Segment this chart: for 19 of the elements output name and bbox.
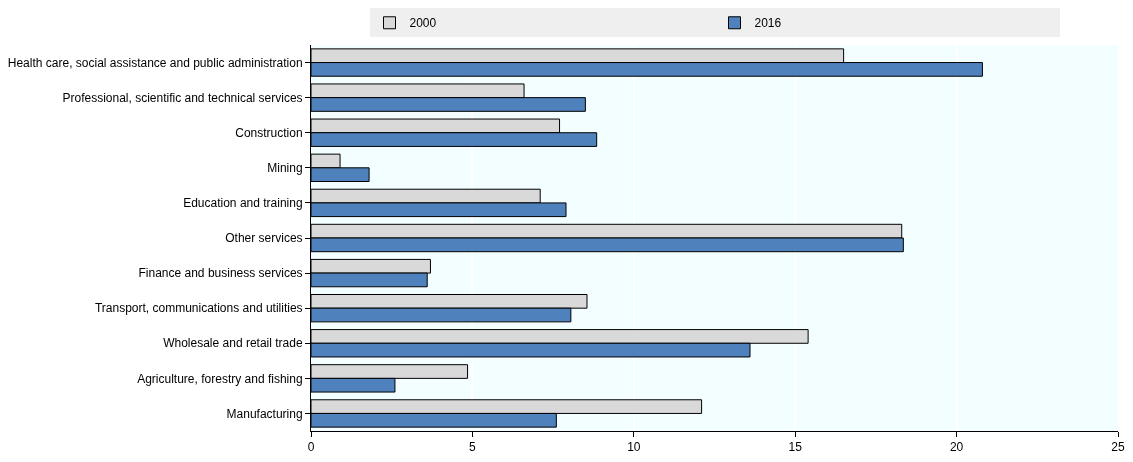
x-tick-label: 25 xyxy=(1111,440,1125,455)
y-tick-label: Transport, communications and utilities xyxy=(94,301,303,316)
y-tick-label: Manufacturing xyxy=(226,406,303,421)
legend-label: 2016 xyxy=(754,16,782,31)
y-tick-label: Wholesale and retail trade xyxy=(163,336,303,351)
x-tick-label: 10 xyxy=(627,440,641,455)
y-tick-label: Education and training xyxy=(183,196,303,211)
y-tick-label: Professional, scientific and technical services xyxy=(62,90,303,105)
y-tick-label: Agriculture, forestry and fishing xyxy=(137,371,303,386)
x-tick-label: 0 xyxy=(307,440,315,455)
y-tick-label: Health care, social assistance and public administration xyxy=(7,55,303,70)
legend-label: 2000 xyxy=(409,16,437,31)
x-tick-label: 15 xyxy=(788,440,803,455)
y-tick-label: Other services xyxy=(225,231,303,246)
y-tick-label: Construction xyxy=(235,125,303,140)
y-tick-label: Mining xyxy=(267,161,303,176)
y-tick-label: Finance and business services xyxy=(138,266,303,281)
x-tick-label: 5 xyxy=(469,440,477,455)
x-tick-label: 20 xyxy=(949,440,964,455)
